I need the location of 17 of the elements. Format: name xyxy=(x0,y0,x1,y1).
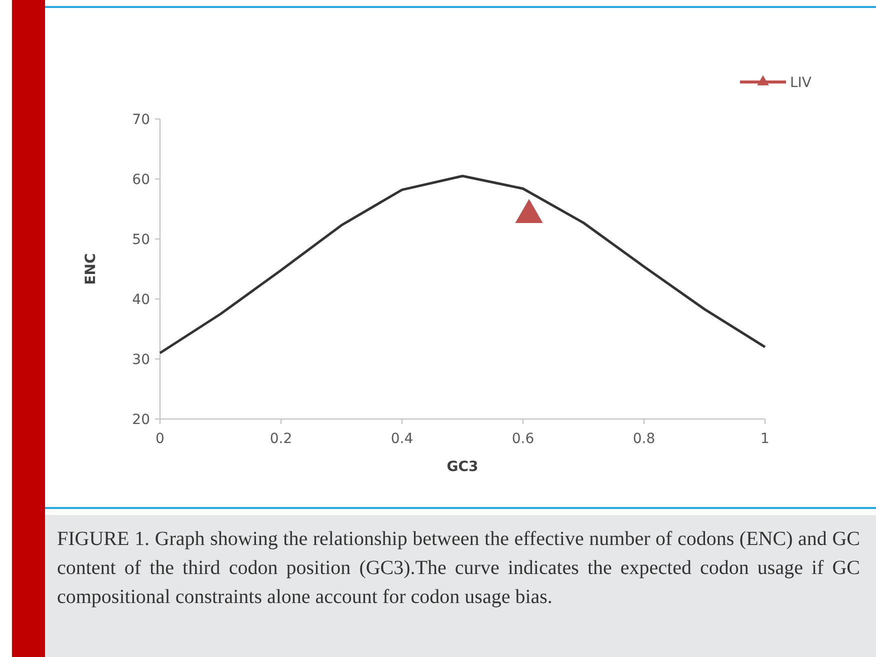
x-tick-label: 0 xyxy=(156,431,164,447)
y-tick-label: 70 xyxy=(132,112,150,128)
x-axis-title: GC3 xyxy=(446,459,478,475)
legend-label: LIV xyxy=(790,74,812,91)
y-tick-label: 50 xyxy=(132,232,150,248)
y-tick-label: 30 xyxy=(132,352,150,368)
y-axis-title: ENC xyxy=(83,253,99,285)
line-series xyxy=(158,174,766,354)
x-tick-label: 0.8 xyxy=(632,431,656,447)
y-tick-label: 60 xyxy=(132,172,150,188)
x-tick-label: 0.6 xyxy=(512,431,534,447)
x-tick-label: 1 xyxy=(760,431,770,447)
y-tick-label: 20 xyxy=(132,412,150,428)
x-tick-label: 0.4 xyxy=(390,431,414,447)
caption: FIGURE 1. Graph showing the relationship between the effective number of codons (ENC) and GC content of the third codon position (GC3).The curve indicates the expected codon usage if GC compositional constraints alone account for codon usage bias. xyxy=(57,527,860,610)
x-tick-label: 0.2 xyxy=(270,431,292,447)
y-tick-label: 40 xyxy=(132,292,150,308)
